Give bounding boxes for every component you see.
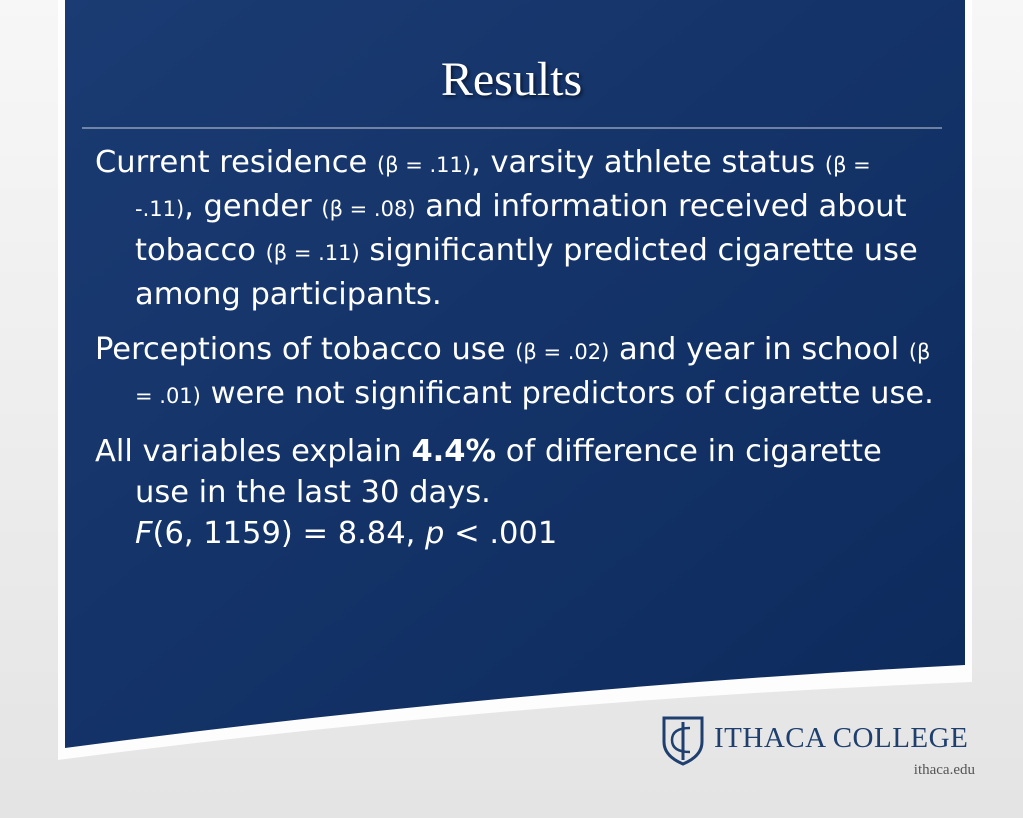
coefficient: (β = .11) <box>265 241 360 265</box>
coefficient: (β = .08) <box>321 197 416 221</box>
text: Perceptions of tobacco use <box>95 332 516 367</box>
paragraph: Perceptions of tobacco use (β = .02) and… <box>95 329 935 417</box>
text: and information received about tobacco <box>135 189 917 268</box>
emphasis: 4.4% <box>411 434 497 469</box>
stat-symbol: F <box>135 516 153 551</box>
coefficient: (β = .11) <box>376 153 472 177</box>
text: were not significant predictors of cigar… <box>200 376 934 411</box>
text: and year in school <box>609 332 909 367</box>
logo-url: ithaca.edu <box>913 762 975 778</box>
text: significantly predicted cigarette use am… <box>135 233 928 312</box>
title: Results <box>440 53 583 106</box>
coefficient: (β = -.11) <box>135 153 878 221</box>
stat-symbol: p <box>425 516 445 551</box>
coefficient: (β = .01) <box>135 340 938 408</box>
text: , gender <box>184 189 322 224</box>
text: < .001 <box>444 516 558 551</box>
content: Current residence (β = .11), varsity ath… <box>95 142 935 554</box>
paragraph: Current residence (β = .11), varsity ath… <box>95 142 935 315</box>
text: Current residence <box>95 145 377 180</box>
text: of difference in cigarette use in the la… <box>135 434 892 510</box>
text: (6, 1159) = 8.84, <box>152 516 426 551</box>
statistic: F(6, 1159) = 8.84, p < .001 <box>95 513 935 554</box>
paragraph: All variables explain 4.4% of difference… <box>95 431 935 513</box>
coefficient: (β = .02) <box>515 340 610 364</box>
text: All variables explain <box>95 434 412 469</box>
text: , varsity athlete status <box>471 145 825 180</box>
logo-shield <box>662 716 704 766</box>
logo-name: ITHACA COLLEGE <box>714 722 969 754</box>
panel <box>65 0 965 748</box>
